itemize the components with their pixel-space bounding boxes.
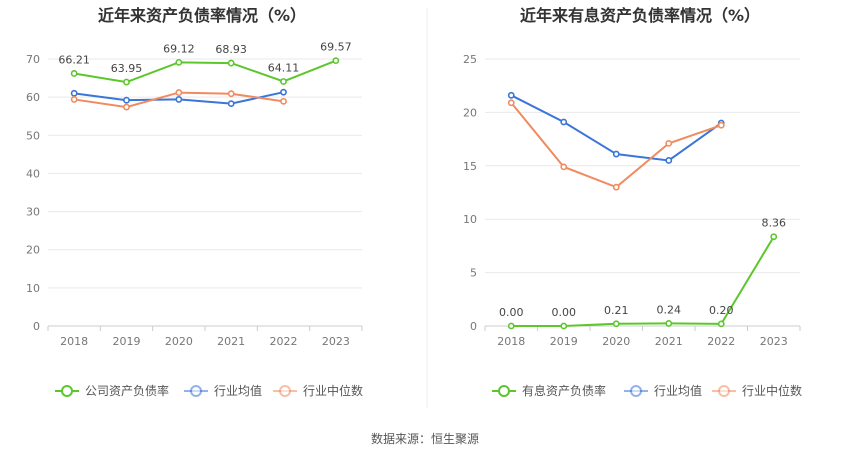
chart1-series-0-point-2021 — [227, 59, 235, 67]
chart1-legend-label-2: 行业中位数 — [303, 383, 363, 398]
chart2-x-tick-2020: 2020 — [602, 335, 630, 348]
chart1-series-0-point-2023 — [332, 57, 340, 65]
chart1-data-label-2020: 69.12 — [163, 42, 195, 55]
chart1-data-label-2022: 64.11 — [268, 61, 300, 74]
chart2-series-0-point-2021 — [665, 320, 673, 327]
chart1-title: 近年来资产负债率情况（%） — [98, 6, 306, 25]
chart1-legend-marker-2 — [279, 385, 291, 397]
chart1-series-2-point-2022 — [280, 97, 287, 105]
chart1-x-tick-2023: 2023 — [322, 335, 350, 348]
chart1-series-1-point-2018 — [70, 89, 78, 97]
chart2-y-tick-15: 15 — [463, 160, 477, 173]
chart2-x-tick-2019: 2019 — [550, 335, 578, 348]
chart2-y-tick-10: 10 — [463, 213, 477, 226]
chart2-title: 近年来有息资产负债率情况（%） — [520, 6, 760, 25]
chart2-x-tick-2023: 2023 — [760, 335, 788, 348]
chart1-series-1-point-2022 — [280, 88, 287, 96]
chart1-series-2-point-2018 — [70, 96, 78, 103]
chart1-series-1-point-2020 — [175, 96, 183, 103]
chart1-data-label-2018: 66.21 — [58, 53, 90, 66]
chart1-series-0-point-2018 — [70, 70, 78, 77]
chart2-data-label-2023: 8.36 — [762, 217, 787, 230]
chart1-y-tick-30: 30 — [26, 206, 40, 219]
chart1-legend-label-1: 行业均值 — [214, 383, 262, 398]
chart2-data-label-2022: 0.20 — [709, 304, 734, 317]
chart2-legend-marker-0 — [498, 385, 510, 397]
chart2-x-tick-2022: 2022 — [707, 335, 735, 348]
chart2-series-2-point-2018 — [507, 99, 515, 107]
chart2-legend-label-0: 有息资产负债率 — [522, 383, 606, 398]
chart2-y-tick-0: 0 — [470, 320, 477, 333]
chart1-series-1-point-2019 — [123, 96, 130, 104]
chart2-data-label-2021: 0.24 — [657, 303, 682, 316]
chart1-y-tick-70: 70 — [26, 53, 40, 66]
chart1-series-0-point-2022 — [280, 78, 287, 85]
chart1-y-tick-40: 40 — [26, 167, 40, 180]
chart2-y-tick-5: 5 — [470, 267, 477, 280]
chart2-series-2-point-2019 — [560, 163, 568, 171]
chart1-legend-marker-0 — [61, 385, 73, 397]
chart1-series-1-point-2021 — [227, 100, 235, 108]
chart1-series-2-point-2020 — [175, 89, 183, 96]
data-source-note: 数据来源：恒生聚源 — [370, 432, 479, 446]
chart1-data-label-2023: 69.57 — [320, 41, 352, 54]
chart1-data-label-2021: 68.93 — [215, 43, 247, 56]
chart2-data-label-2020: 0.21 — [604, 304, 629, 317]
chart2-series-0-point-2023 — [770, 233, 778, 241]
chart2-series-2-point-2020 — [612, 183, 620, 191]
chart1-legend-marker-1 — [190, 385, 202, 397]
chart2-series-1-point-2018 — [507, 91, 515, 99]
chart1-series-line-0 — [74, 59, 337, 84]
chart1-series-2-point-2019 — [123, 103, 130, 111]
chart2-series-line-0 — [511, 236, 775, 327]
chart1-series-0-point-2019 — [123, 78, 130, 86]
chart2-x-tick-2021: 2021 — [655, 335, 683, 348]
chart1-x-tick-2018: 2018 — [60, 335, 88, 348]
chart2-legend-label-2: 行业中位数 — [742, 383, 802, 398]
chart1-y-tick-10: 10 — [26, 282, 40, 295]
chart2-legend-marker-1 — [630, 385, 642, 397]
chart2-series-0-point-2022 — [717, 320, 725, 328]
chart2-data-label-2019: 0.00 — [552, 306, 577, 319]
chart1-x-tick-2022: 2022 — [270, 335, 298, 348]
chart2-series-0-point-2020 — [612, 320, 620, 328]
chart1-y-tick-0: 0 — [33, 320, 40, 333]
chart2-series-1-point-2019 — [560, 118, 568, 126]
chart2-legend-marker-2 — [718, 385, 730, 397]
chart2-legend-label-1: 行业均值 — [654, 383, 702, 398]
chart2-series-2-point-2021 — [665, 139, 673, 147]
chart1-series-2-point-2021 — [227, 90, 235, 98]
chart2-series-1-point-2020 — [612, 150, 620, 158]
chart2-series-0-point-2018 — [507, 322, 515, 330]
chart1-x-tick-2019: 2019 — [113, 335, 141, 348]
chart2-series-0-point-2019 — [560, 322, 568, 330]
chart2-series-1-point-2021 — [665, 157, 673, 164]
chart2-x-tick-2018: 2018 — [497, 335, 525, 348]
chart1-data-label-2019: 63.95 — [111, 62, 143, 75]
chart1-y-tick-60: 60 — [26, 91, 40, 104]
chart1-legend-label-0: 公司资产负债率 — [85, 383, 169, 398]
chart1-x-tick-2021: 2021 — [217, 335, 245, 348]
chart1-y-tick-50: 50 — [26, 129, 40, 142]
chart1-x-tick-2020: 2020 — [165, 335, 193, 348]
chart2-y-tick-20: 20 — [463, 106, 477, 119]
chart1-series-0-point-2020 — [175, 58, 183, 66]
chart2-data-label-2018: 0.00 — [499, 306, 524, 319]
chart2-y-tick-25: 25 — [463, 53, 477, 66]
chart1-y-tick-20: 20 — [26, 244, 40, 257]
chart2-series-2-point-2022 — [717, 121, 725, 129]
